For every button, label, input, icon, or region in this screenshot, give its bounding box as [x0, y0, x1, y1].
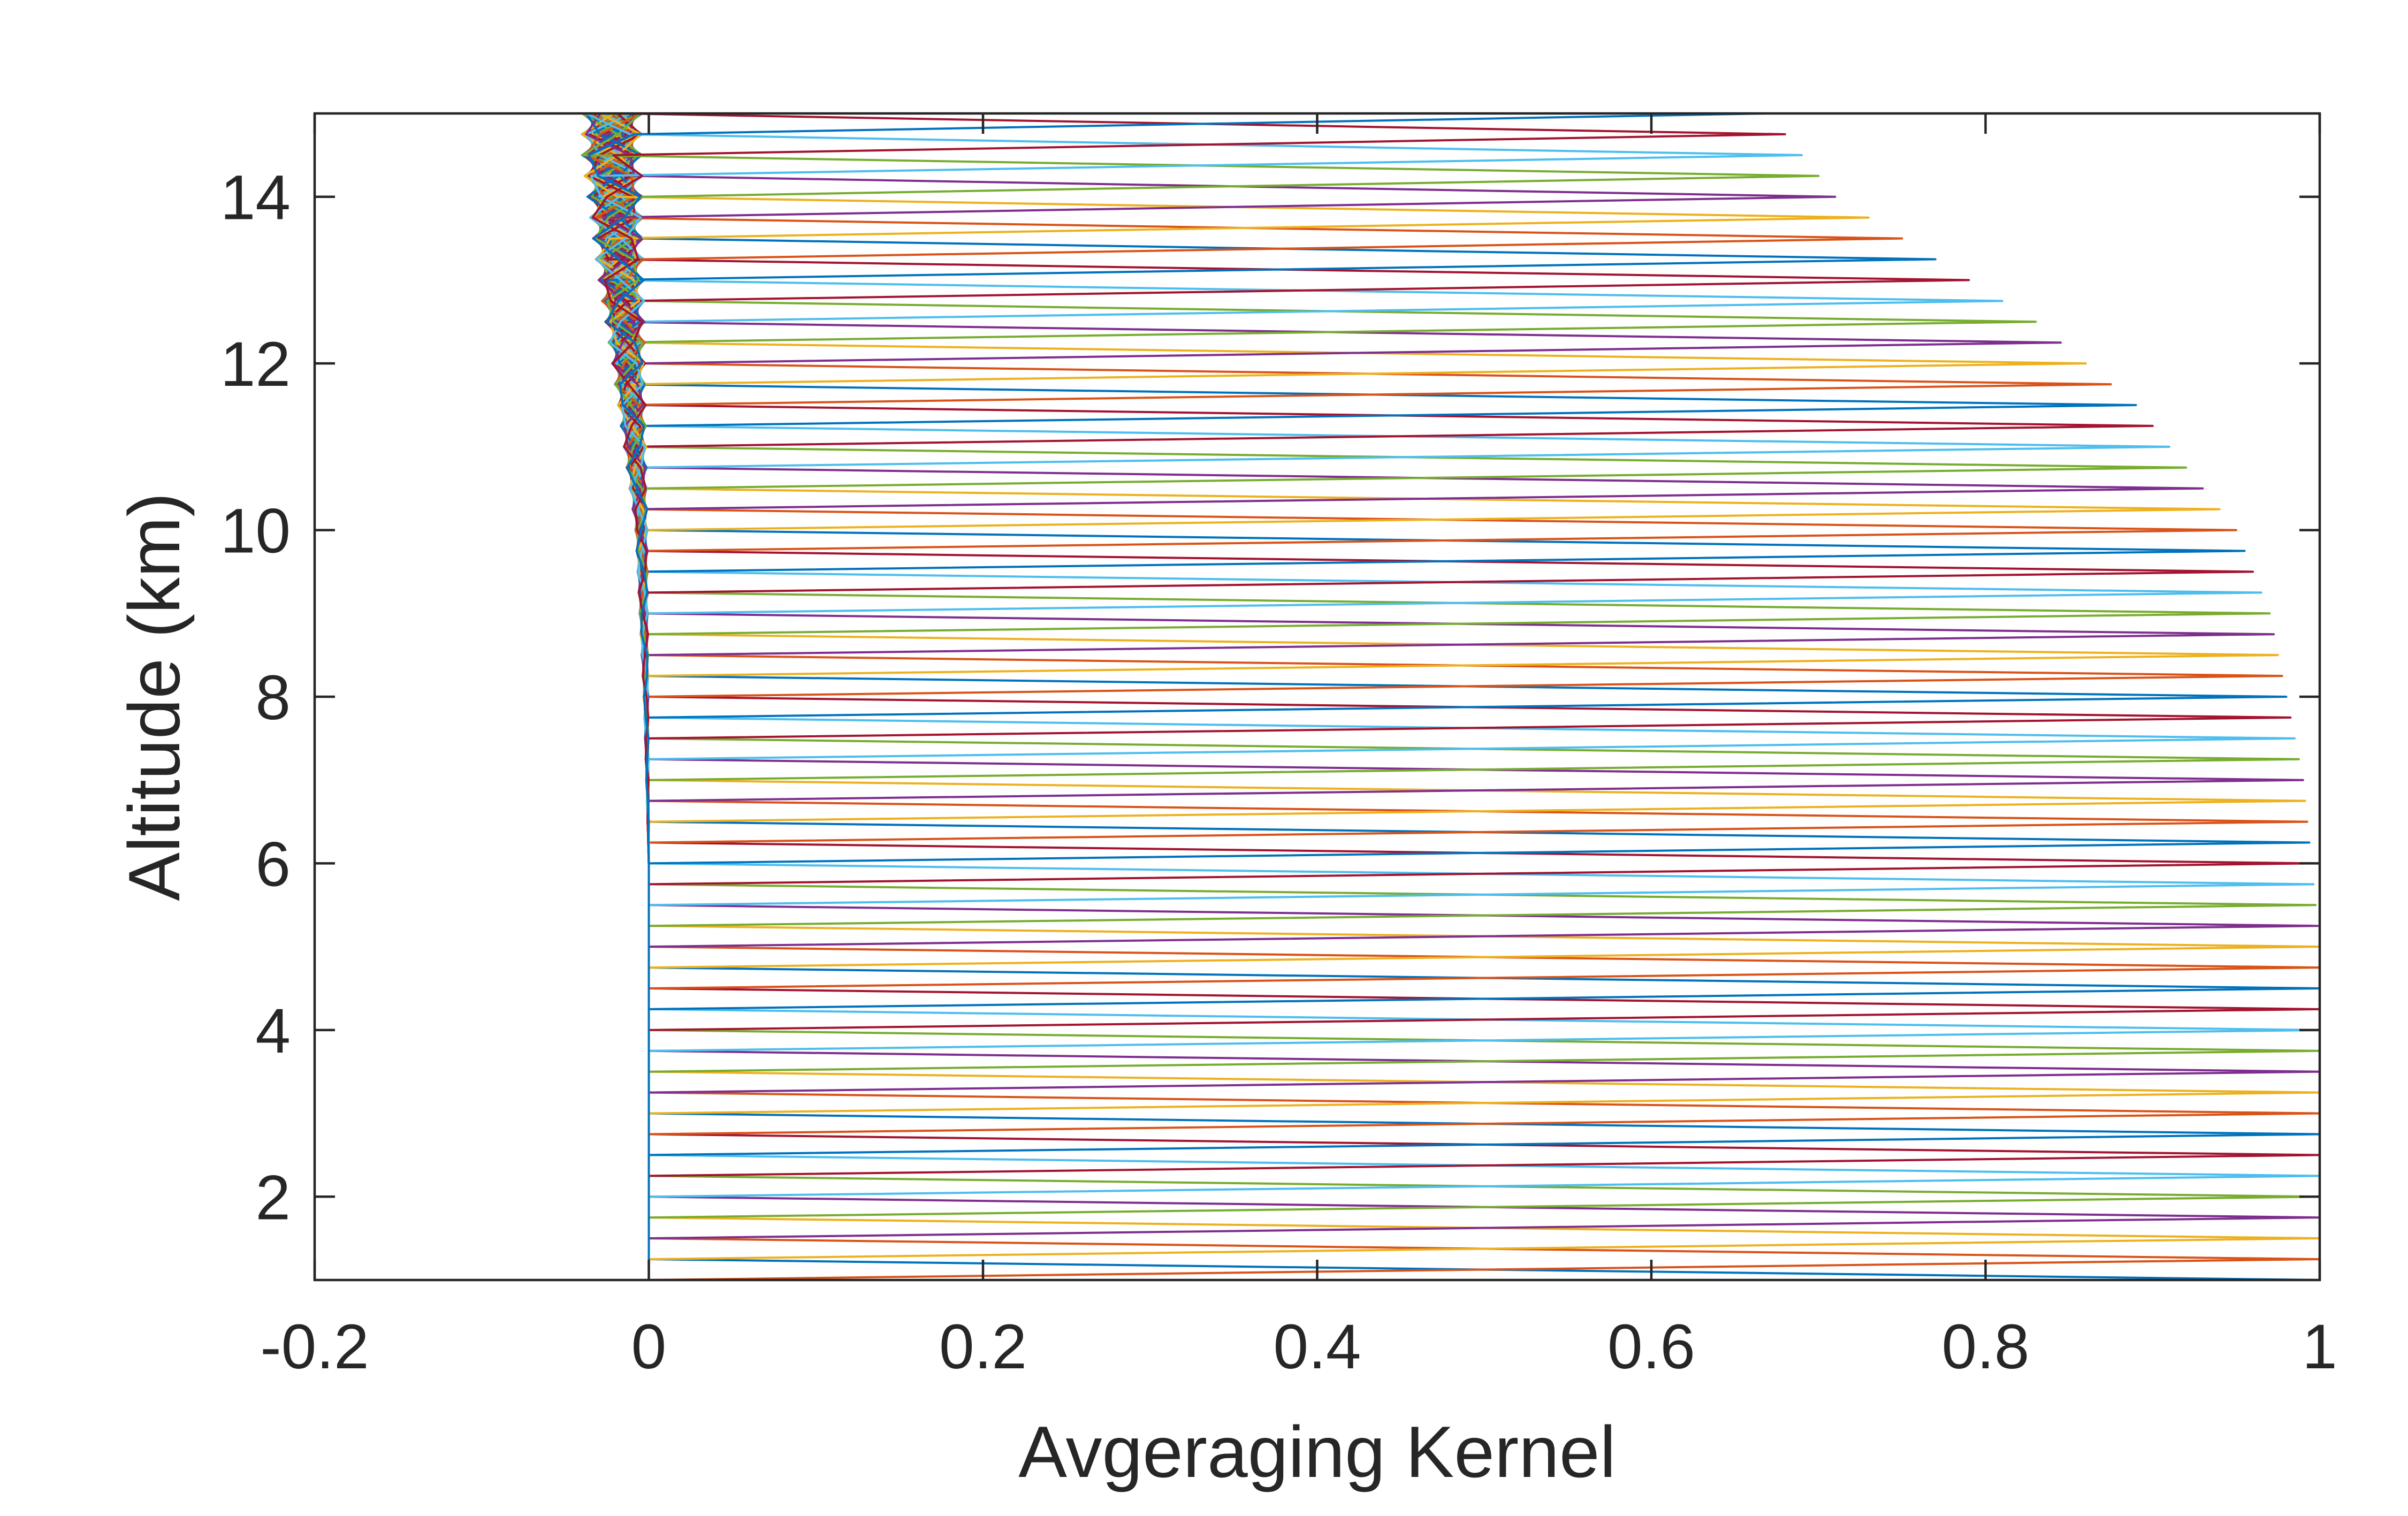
x-axis-title: Avgeraging Kernel [1018, 1411, 1616, 1492]
x-tick-label: 0.6 [1607, 1312, 1695, 1382]
kernel-series-15km [588, 113, 1769, 1280]
x-tick-label: -0.2 [260, 1312, 369, 1382]
y-tick-label: 8 [255, 662, 291, 733]
y-tick-label: 4 [255, 996, 291, 1066]
x-tick-label: 0.8 [1941, 1312, 2029, 1382]
x-tick-label: 0 [631, 1312, 667, 1382]
x-tick-label: 0.4 [1273, 1312, 1361, 1382]
x-tick-label: 0.2 [939, 1312, 1027, 1382]
y-tick-label: 14 [220, 163, 291, 233]
x-tick-label: 1 [2302, 1312, 2337, 1382]
series-layer [581, 113, 2320, 1280]
y-tick-label: 6 [255, 829, 291, 900]
y-tick-label: 10 [220, 496, 291, 567]
y-tick-label: 2 [255, 1162, 291, 1233]
y-axis-title: Altitude (km) [113, 492, 195, 901]
y-tick-label: 12 [220, 329, 291, 400]
